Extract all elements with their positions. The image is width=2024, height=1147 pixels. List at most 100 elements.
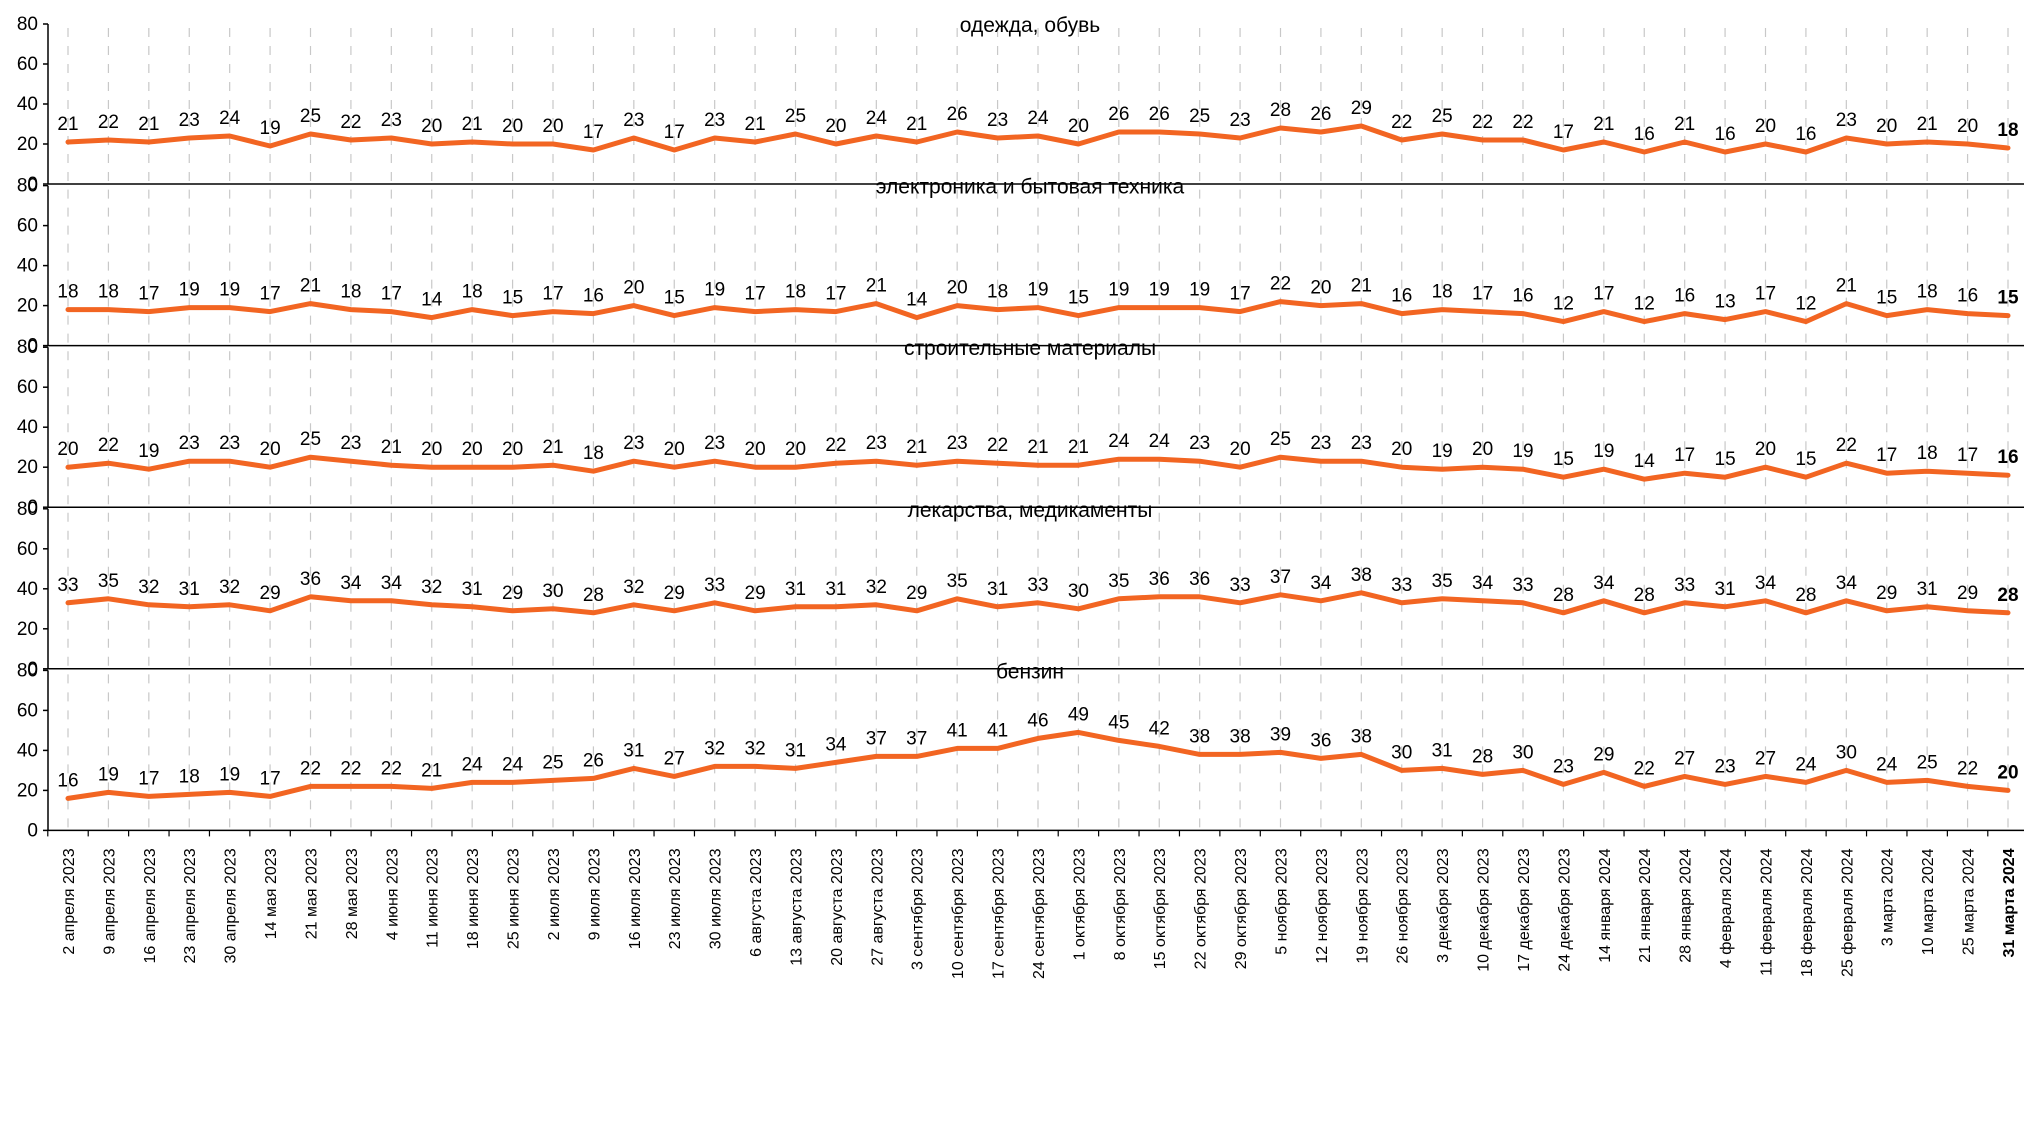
data-label: 20: [1957, 116, 1978, 137]
data-label: 33: [1674, 575, 1695, 596]
panel-title: лекарства, медикаменты: [908, 499, 1153, 522]
data-label: 49: [1068, 704, 1089, 725]
data-label: 20: [542, 116, 563, 137]
data-label: 16: [1715, 124, 1736, 145]
data-label: 34: [1836, 573, 1858, 594]
data-label: 31: [987, 579, 1008, 600]
data-label: 19: [704, 280, 725, 301]
data-label: 20: [462, 439, 483, 460]
data-label: 20: [745, 439, 766, 460]
data-label: 24: [1027, 108, 1049, 129]
data-label: 33: [1391, 575, 1412, 596]
x-tick-label: 22 октября 2023: [1193, 848, 1210, 969]
x-tick-label: 26 ноября 2023: [1395, 848, 1412, 963]
x-tick-label: 9 июля 2023: [586, 848, 603, 940]
data-label: 18: [1917, 282, 1938, 303]
data-label: 28: [1472, 746, 1493, 767]
data-label: 18: [462, 282, 483, 303]
data-label: 21: [866, 276, 887, 297]
data-label: 31: [785, 579, 806, 600]
x-tick-label: 6 августа 2023: [748, 848, 765, 957]
data-label: 29: [664, 583, 685, 604]
data-label: 20: [421, 439, 442, 460]
data-label: 23: [1715, 756, 1736, 777]
data-label: 46: [1027, 710, 1048, 731]
data-label: 37: [1270, 567, 1291, 588]
x-tick-label: 11 февраля 2024: [1759, 848, 1776, 976]
data-label: 29: [1351, 98, 1372, 119]
data-label: 32: [704, 738, 725, 759]
data-label: 15: [1876, 288, 1897, 309]
data-label: 23: [179, 110, 200, 131]
x-tick-label: 20 августа 2023: [829, 848, 846, 965]
data-label: 20: [57, 439, 78, 460]
data-label: 20: [785, 439, 806, 460]
x-tick-label: 4 июня 2023: [384, 848, 401, 940]
data-label: 35: [1432, 571, 1453, 592]
data-label: 33: [1512, 575, 1533, 596]
data-label: 24: [1108, 431, 1130, 452]
data-label: 28: [583, 585, 604, 606]
data-label: 16: [583, 286, 604, 307]
x-tick-label: 9 апреля 2023: [101, 848, 118, 954]
data-label: 15: [1795, 449, 1816, 470]
data-label: 38: [1230, 726, 1251, 747]
x-tick-label: 21 мая 2023: [304, 848, 321, 939]
y-tick-label: 80: [17, 499, 38, 520]
data-label: 21: [1027, 437, 1048, 458]
data-label: 17: [381, 284, 402, 305]
data-label: 12: [1553, 294, 1574, 315]
data-label: 22: [1957, 758, 1978, 779]
data-label: 28: [1634, 585, 1655, 606]
data-label: 17: [138, 284, 159, 305]
data-label: 41: [987, 720, 1008, 741]
data-label: 34: [1593, 573, 1615, 594]
data-label: 17: [260, 284, 281, 305]
data-label: 21: [1068, 437, 1089, 458]
data-label: 23: [623, 110, 644, 131]
data-label: 20: [1997, 762, 2018, 783]
data-label: 31: [1715, 579, 1736, 600]
y-tick-label: 60: [17, 539, 38, 560]
data-label: 18: [179, 766, 200, 787]
data-label: 21: [138, 114, 159, 135]
data-label: 19: [219, 764, 240, 785]
data-label: 17: [542, 284, 563, 305]
x-tick-label: 30 июля 2023: [708, 848, 725, 949]
data-label: 32: [421, 577, 442, 598]
data-label: 19: [1108, 280, 1129, 301]
data-label: 31: [179, 579, 200, 600]
panel-title: электроника и бытовая техника: [876, 176, 1185, 199]
data-label: 15: [664, 288, 685, 309]
data-label: 18: [785, 282, 806, 303]
x-tick-label: 19 ноября 2023: [1354, 848, 1371, 963]
data-label: 39: [1270, 724, 1291, 745]
data-label: 23: [947, 433, 968, 454]
data-label: 13: [1715, 292, 1736, 313]
data-label: 20: [502, 439, 523, 460]
data-label: 36: [1310, 730, 1331, 751]
data-label: 17: [583, 122, 604, 143]
data-label: 18: [1432, 282, 1453, 303]
x-tick-label: 23 июля 2023: [667, 848, 684, 949]
data-label: 24: [502, 754, 524, 775]
x-tick-label: 5 ноября 2023: [1274, 848, 1291, 954]
data-label: 16: [1674, 286, 1695, 307]
y-tick-label: 40: [17, 256, 38, 277]
panel-title: строительные материалы: [904, 337, 1156, 360]
data-label: 19: [1149, 280, 1170, 301]
y-tick-label: 0: [27, 659, 38, 680]
data-label: 34: [340, 573, 362, 594]
data-label: 14: [906, 290, 928, 311]
data-label: 30: [1068, 581, 1089, 602]
data-label: 20: [1755, 116, 1776, 137]
data-label: 22: [98, 112, 119, 133]
data-label: 35: [1108, 571, 1129, 592]
data-label: 15: [1715, 449, 1736, 470]
x-tick-label: 16 июля 2023: [627, 848, 644, 949]
data-label: 19: [1432, 441, 1453, 462]
data-label: 19: [219, 280, 240, 301]
data-label: 18: [583, 443, 604, 464]
data-label: 21: [1351, 276, 1372, 297]
data-label: 25: [1917, 752, 1938, 773]
